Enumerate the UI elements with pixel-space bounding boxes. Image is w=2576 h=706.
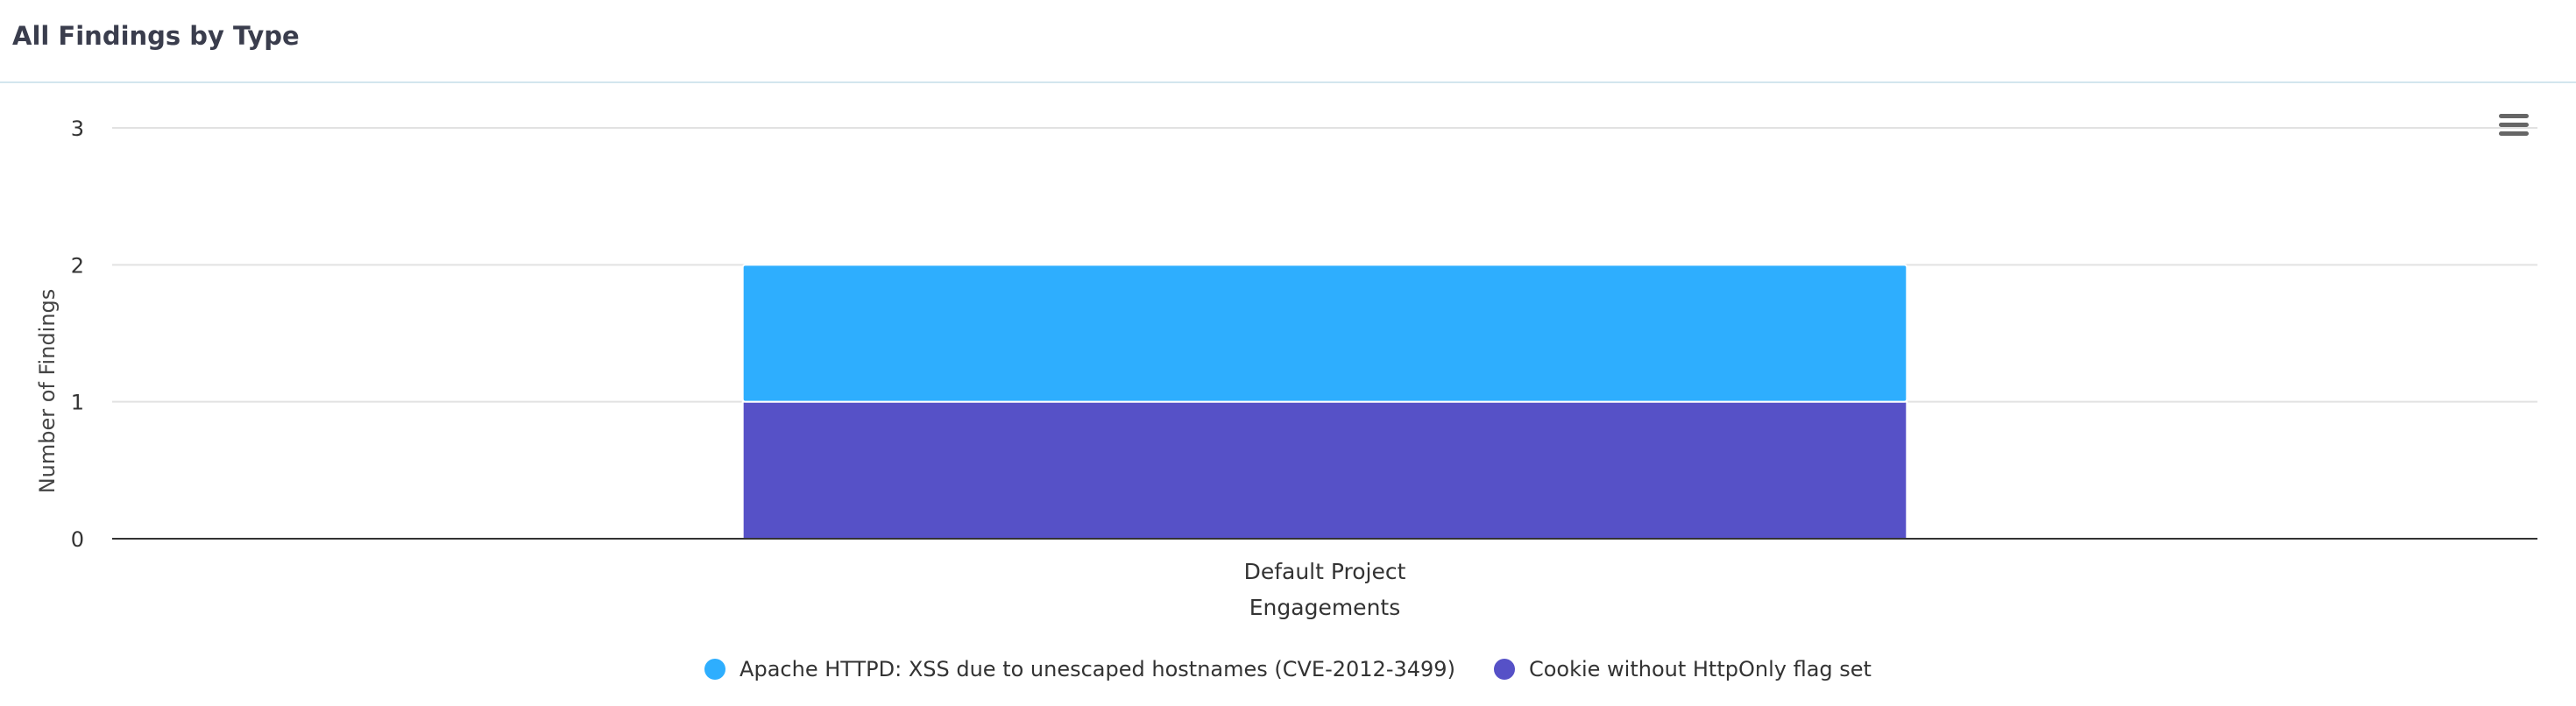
panel-header: All Findings by Type xyxy=(0,0,2576,83)
chart-menu-button[interactable] xyxy=(2497,110,2530,140)
y-tick-label: 0 xyxy=(71,527,84,552)
bar-stack xyxy=(741,264,1908,540)
y-tick-label: 3 xyxy=(71,116,84,141)
bar-segment[interactable] xyxy=(741,400,1908,540)
legend-label: Cookie without HttpOnly flag set xyxy=(1528,657,1872,681)
legend-item[interactable]: Cookie without HttpOnly flag set xyxy=(1493,657,1872,681)
axes: 0 1 2 3 Default Project xyxy=(71,116,2537,584)
bar-segment[interactable] xyxy=(741,264,1908,403)
x-axis-title: Engagements xyxy=(1249,595,1401,620)
findings-chart: 0 1 2 3 Default Project Number of Findings E… xyxy=(35,116,2537,620)
y-tick-label: 1 xyxy=(71,391,84,415)
panel-title: All Findings by Type xyxy=(12,21,300,51)
chart-legend: Apache HTTPD: XSS due to unescaped hostn… xyxy=(0,657,2576,681)
legend-label: Apache HTTPD: XSS due to unescaped hostn… xyxy=(740,657,1455,681)
legend-item[interactable]: Apache HTTPD: XSS due to unescaped hostn… xyxy=(704,657,1455,681)
hamburger-menu-icon xyxy=(2499,114,2529,118)
legend-swatch xyxy=(1493,659,1515,680)
y-axis-title: Number of Findings xyxy=(35,289,60,494)
legend-swatch xyxy=(704,659,726,680)
y-tick-label: 2 xyxy=(71,253,84,278)
x-tick-label: Default Project xyxy=(1244,559,1406,584)
